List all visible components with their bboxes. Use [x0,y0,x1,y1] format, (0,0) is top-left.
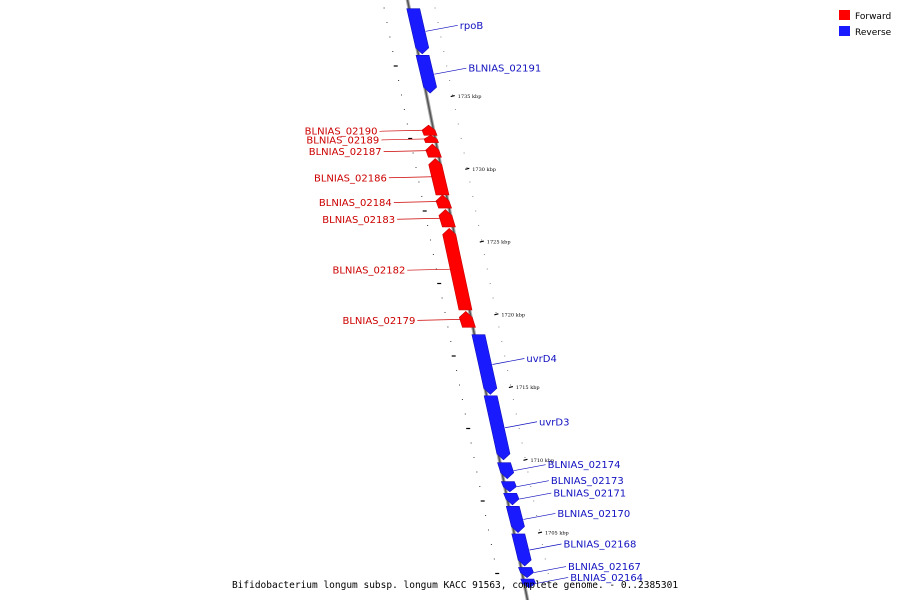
gene-BLNIAS_02186[interactable] [428,158,450,196]
gene-label-BLNIAS_02174[interactable]: BLNIAS_02174 [548,460,621,471]
gene-label-BLNIAS_02189[interactable]: BLNIAS_02189 [306,135,379,146]
scale-ticks: 1735 kbp 1730 kbp 1725 kbp 1720 kbp 1715 kbp… [450,94,569,537]
tick-label: 1705 kbp [545,531,569,537]
gene-label-BLNIAS_02179[interactable]: BLNIAS_02179 [342,316,415,327]
gene-leader-BLNIAS_02186 [388,176,433,179]
gene-label-uvrD3[interactable]: uvrD3 [539,417,569,428]
legend-forward-swatch [839,10,850,20]
gene-rpoB[interactable] [406,8,430,55]
gene-track [406,8,536,589]
tick-mark [450,94,455,98]
tick-label: 1720 kbp [501,312,525,318]
gene-leader-BLNIAS_02164 [536,577,569,584]
legend-reverse-label: Reverse [855,28,892,38]
tick-mark [494,313,499,316]
gene-leader-uvrD4 [492,358,525,365]
gene-BLNIAS_02168[interactable] [511,533,532,567]
genome-caption: Bifidobacterium longum subsp. longum KAC… [232,580,678,591]
gene-leader-BLNIAS_02187 [383,150,428,152]
gene-leader-BLNIAS_02168 [529,543,562,551]
gene-BLNIAS_02189[interactable] [423,134,439,143]
scale-dots [383,7,549,575]
tick-label: 1725 kbp [487,240,511,246]
gene-label-BLNIAS_02191[interactable]: BLNIAS_02191 [468,64,541,75]
tick-mark [465,167,470,170]
tick-label: 1710 kbp [530,458,554,464]
gene-label-BLNIAS_02190[interactable]: BLNIAS_02190 [305,127,378,138]
legend: Forward Reverse [839,10,892,38]
gene-label-BLNIAS_02171[interactable]: BLNIAS_02171 [553,489,626,500]
gene-leader-rpoB [425,24,458,32]
gene-leader-BLNIAS_02167 [533,566,567,573]
gene-BLNIAS_02173[interactable] [500,481,517,493]
gene-leader-BLNIAS_02190 [379,129,424,132]
gene-leader-BLNIAS_02191 [434,67,467,75]
gene-BLNIAS_02184[interactable] [435,194,453,209]
tick-mark [479,240,484,243]
gene-BLNIAS_02174[interactable] [497,462,515,480]
gene-BLNIAS_02191[interactable] [415,54,437,94]
gene-label-BLNIAS_02164[interactable]: BLNIAS_02164 [570,573,643,584]
gene-label-rpoB[interactable]: rpoB [460,21,484,32]
gene-label-BLNIAS_02170[interactable]: BLNIAS_02170 [557,509,630,520]
tick-label: 1730 kbp [472,167,496,173]
gene-leader-uvrD3 [504,421,538,429]
gene-label-BLNIAS_02187[interactable]: BLNIAS_02187 [309,147,382,158]
gene-BLNIAS_02190[interactable] [421,124,438,136]
gene-label-BLNIAS_02182[interactable]: BLNIAS_02182 [332,266,405,277]
gene-label-BLNIAS_02183[interactable]: BLNIAS_02183 [322,215,395,226]
gene-BLNIAS_02187[interactable] [425,143,442,158]
gene-label-BLNIAS_02184[interactable]: BLNIAS_02184 [319,198,392,209]
legend-reverse-swatch [839,26,850,36]
tick-label: 1735 kbp [458,94,482,100]
gene-leader-BLNIAS_02171 [519,492,552,500]
gene-leader-BLNIAS_02182 [407,268,452,271]
gene-label-BLNIAS_02186[interactable]: BLNIAS_02186 [314,173,387,184]
gene-leader-BLNIAS_02174 [513,464,546,472]
gene-BLNIAS_02179[interactable] [458,310,476,328]
tick-mark [537,531,543,534]
gene-BLNIAS_02170[interactable] [505,506,525,533]
gene-leader-BLNIAS_02189 [381,138,426,141]
gene-label-BLNIAS_02168[interactable]: BLNIAS_02168 [563,539,636,550]
tick-mark [523,458,528,461]
gene-BLNIAS_02183[interactable] [438,209,456,228]
legend-forward-label: Forward [855,12,891,22]
gene-label-BLNIAS_02167[interactable]: BLNIAS_02167 [568,562,641,573]
tick-label: 1715 kbp [516,385,540,391]
gene-leader-BLNIAS_02184 [393,201,438,203]
gene-BLNIAS_02167[interactable] [518,567,534,579]
gene-uvrD3[interactable] [483,395,511,461]
gene-BLNIAS_02182[interactable] [442,228,473,311]
gene-leader-BLNIAS_02173 [516,480,549,488]
gene-label-uvrD4[interactable]: uvrD4 [526,354,556,365]
gene-BLNIAS_02171[interactable] [503,492,520,506]
gene-BLNIAS_02164[interactable] [520,578,536,589]
gene-leader-BLNIAS_02170 [523,513,556,520]
gene-label-BLNIAS_02173[interactable]: BLNIAS_02173 [551,476,624,487]
gene-labels: rpoB BLNIAS_02191 BLNIAS_02190BLNIAS_02189… [305,21,643,584]
gene-leader-BLNIAS_02179 [417,319,462,321]
gene-leader-BLNIAS_02183 [397,217,442,220]
gene-uvrD4[interactable] [471,334,498,395]
tick-mark [508,385,514,389]
